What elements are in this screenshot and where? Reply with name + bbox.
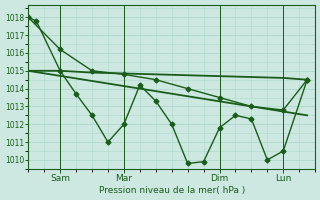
X-axis label: Pression niveau de la mer( hPa ): Pression niveau de la mer( hPa ) (99, 186, 245, 195)
